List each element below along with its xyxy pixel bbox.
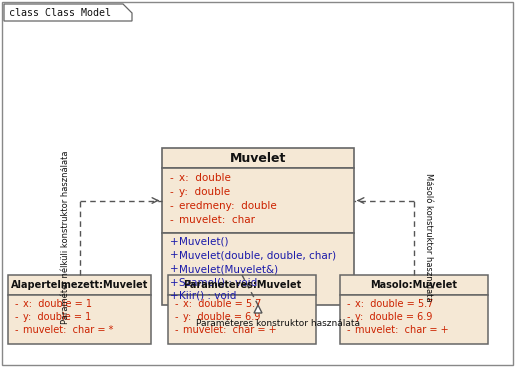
Bar xyxy=(340,275,488,295)
Text: -: - xyxy=(15,312,19,322)
Text: muvelet:  char: muvelet: char xyxy=(179,215,255,225)
Text: y:  double = 6.9: y: double = 6.9 xyxy=(355,312,432,322)
Text: -: - xyxy=(170,215,174,225)
Text: Paraméteres konstruktor használata: Paraméteres konstruktor használata xyxy=(196,318,360,328)
Text: Alapertelmezett:Muvelet: Alapertelmezett:Muvelet xyxy=(11,280,148,290)
Text: x:  double = 1: x: double = 1 xyxy=(23,299,92,309)
Text: +: + xyxy=(170,264,179,274)
Text: -: - xyxy=(15,325,19,335)
Text: -: - xyxy=(347,299,350,309)
Text: Paraméter nélküli konstruktor használata: Paraméter nélküli konstruktor használata xyxy=(61,151,70,325)
Bar xyxy=(8,275,151,295)
Text: Muvelet: Muvelet xyxy=(230,152,286,164)
Text: Muvelet(Muvelet&): Muvelet(Muvelet&) xyxy=(179,264,278,274)
Text: x:  double: x: double xyxy=(179,173,231,183)
Text: x:  double = 5.7: x: double = 5.7 xyxy=(183,299,262,309)
Text: Muvelet(): Muvelet() xyxy=(179,237,229,247)
Text: +: + xyxy=(170,237,179,247)
Text: Parameteres:Muvelet: Parameteres:Muvelet xyxy=(183,280,301,290)
Text: -: - xyxy=(170,201,174,211)
Text: +: + xyxy=(170,291,179,301)
Text: -: - xyxy=(15,299,19,309)
Polygon shape xyxy=(254,305,262,313)
Text: muvelet:  char = +: muvelet: char = + xyxy=(183,325,277,335)
Text: Másoló konstruktor használata: Másoló konstruktor használata xyxy=(424,173,432,302)
Text: muvelet:  char = +: muvelet: char = + xyxy=(355,325,448,335)
Bar xyxy=(340,295,488,344)
Text: -: - xyxy=(170,187,174,197)
Bar xyxy=(168,295,316,344)
Text: +: + xyxy=(170,251,179,261)
Text: -: - xyxy=(347,312,350,322)
Bar xyxy=(162,148,354,168)
Text: y:  double: y: double xyxy=(179,187,230,197)
Text: x:  double = 5.7: x: double = 5.7 xyxy=(355,299,433,309)
Text: +: + xyxy=(170,277,179,287)
Text: -: - xyxy=(347,325,350,335)
Text: -: - xyxy=(175,299,179,309)
Text: Masolo:Muvelet: Masolo:Muvelet xyxy=(370,280,458,290)
Bar xyxy=(168,275,316,295)
Text: Szamol() : void: Szamol() : void xyxy=(179,277,257,287)
Text: -: - xyxy=(175,312,179,322)
Text: muvelet:  char = *: muvelet: char = * xyxy=(23,325,114,335)
Bar xyxy=(162,168,354,233)
Text: class Class Model: class Class Model xyxy=(9,7,111,18)
Text: y:  double = 1: y: double = 1 xyxy=(23,312,91,322)
Text: -: - xyxy=(175,325,179,335)
Bar xyxy=(8,295,151,344)
Text: eredmeny:  double: eredmeny: double xyxy=(179,201,277,211)
Text: y:  double = 6.9: y: double = 6.9 xyxy=(183,312,261,322)
Bar xyxy=(162,233,354,305)
Text: Muvelet(double, double, char): Muvelet(double, double, char) xyxy=(179,251,336,261)
Text: Kiir() : void: Kiir() : void xyxy=(179,291,236,301)
Polygon shape xyxy=(4,4,132,21)
Text: -: - xyxy=(170,173,174,183)
